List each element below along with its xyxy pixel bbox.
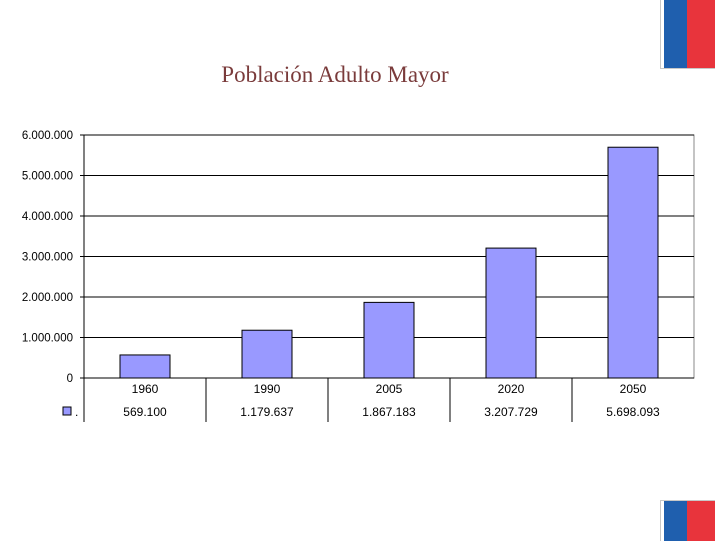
x-category-label: 2050 <box>620 382 647 396</box>
bar-2020 <box>485 247 537 379</box>
x-category-label: 1990 <box>254 382 281 396</box>
bar-1960 <box>119 354 171 379</box>
y-tick-label: 1.000.000 <box>22 333 73 345</box>
data-table-value: 569.100 <box>123 405 167 419</box>
y-tick-label: 2.000.000 <box>22 292 73 304</box>
y-tick-label: 3.000.000 <box>22 252 73 264</box>
flag-blue-stripe <box>664 501 687 541</box>
legend-key-label: . <box>75 405 78 419</box>
x-category-label: 1960 <box>132 382 159 396</box>
data-table-value: 5.698.093 <box>606 405 660 419</box>
data-table-value: 3.207.729 <box>484 405 538 419</box>
x-category-label: 2005 <box>376 382 403 396</box>
bar-2050 <box>607 146 659 379</box>
data-table-value: 1.867.183 <box>362 405 416 419</box>
flag-decoration-top <box>660 0 715 69</box>
y-tick-label: 6.000.000 <box>22 130 73 142</box>
legend-key <box>62 406 72 416</box>
flag-red-stripe <box>687 501 715 541</box>
flag-blue-stripe <box>664 0 687 68</box>
y-tick-label: 5.000.000 <box>22 171 73 183</box>
y-tick-label: 4.000.000 <box>22 211 73 223</box>
flag-decoration-bottom <box>660 500 715 541</box>
x-category-label: 2020 <box>498 382 525 396</box>
bar-1990 <box>241 329 293 379</box>
data-table-value: 1.179.637 <box>240 405 294 419</box>
bar-2005 <box>363 301 415 379</box>
page-title: Población Adulto Mayor <box>221 62 449 87</box>
flag-red-stripe <box>687 0 715 68</box>
y-tick-label: 0 <box>67 373 73 385</box>
